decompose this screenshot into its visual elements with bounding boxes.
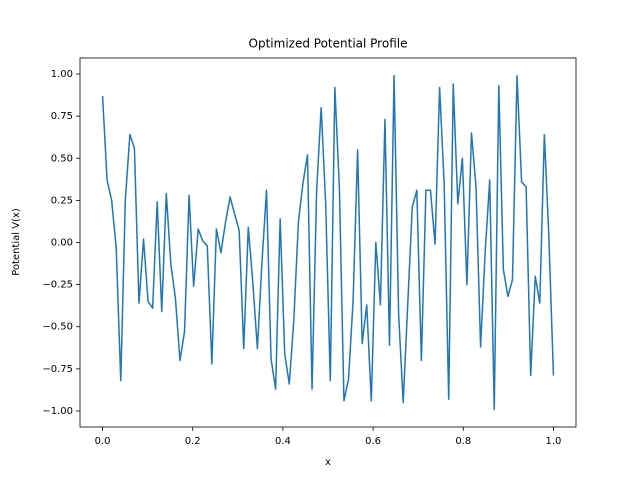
y-tick-label: −0.25 [42, 280, 73, 291]
x-tick-label: 0.2 [185, 436, 201, 447]
y-tick-label: −0.50 [42, 322, 73, 333]
y-tick-label: −1.00 [42, 406, 73, 417]
y-axis-label: Potential V(x) [11, 208, 22, 276]
x-tick-label: 0.4 [275, 436, 291, 447]
axes-frame [79, 57, 577, 428]
x-tick-label: 0.8 [455, 436, 471, 447]
chart-title: Optimized Potential Profile [249, 37, 408, 51]
y-tick-label: 0.50 [51, 153, 73, 164]
x-tick-label: 1.0 [546, 436, 562, 447]
line-series [101, 74, 555, 411]
x-axis-label: x [325, 457, 331, 468]
x-tick-label: 0.6 [365, 436, 381, 447]
y-tick-label: 0.75 [51, 111, 73, 122]
y-tick-label: 0.25 [51, 195, 73, 206]
y-tick-label: −0.75 [42, 364, 73, 375]
x-tick-label: 0.0 [95, 436, 111, 447]
y-tick-label: 0.00 [51, 238, 73, 249]
y-tick-label: 1.00 [51, 69, 73, 80]
